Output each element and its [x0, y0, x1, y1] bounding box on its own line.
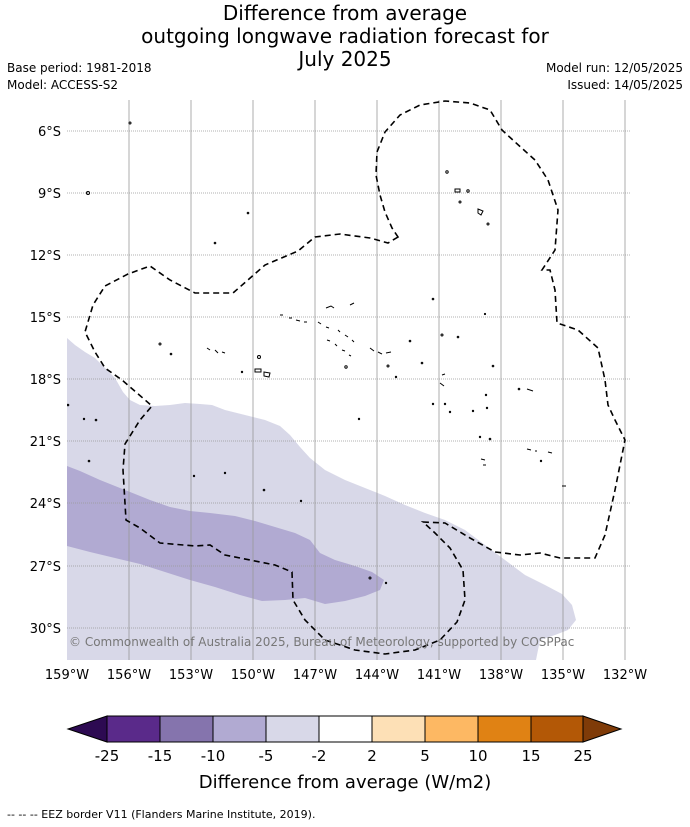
colorbar [66, 715, 623, 743]
colorbar-segment-4 [265, 715, 320, 743]
lat-label-15s: 15°S [30, 311, 61, 326]
anomaly-band-light-edge [67, 603, 110, 640]
colorbar-segment-8 [477, 715, 532, 743]
colorbar-tick-5: -2 [312, 747, 327, 765]
map-plot-area [67, 100, 630, 660]
lon-label-138w: 138°W [479, 668, 523, 683]
lon-label-150w: 150°W [231, 668, 275, 683]
colorbar-tick-1: -25 [95, 747, 120, 765]
colorbar-ticks: -25 -15 -10 -5 -2 2 5 10 15 25 [95, 747, 593, 765]
colorbar-label: Difference from average (W/m2) [199, 772, 491, 793]
colorbar-tick-10: 25 [573, 747, 592, 765]
colorbar-segment-1 [106, 715, 161, 743]
island-group [67, 121, 566, 585]
lon-labels: 159°W 156°W 153°W 150°W 147°W 144°W 141°… [45, 668, 647, 683]
model-run: Model run: 12/05/2025 [545, 61, 683, 75]
colorbar-tick-2: -15 [148, 747, 173, 765]
colorbar-segment-9 [530, 715, 584, 743]
lon-label-141w: 141°W [417, 668, 461, 683]
lon-label-135w: 135°W [541, 668, 585, 683]
colorbar-tick-4: -5 [259, 747, 274, 765]
colorbar-segment-6 [371, 715, 426, 743]
colorbar-tick-8: 10 [468, 747, 487, 765]
copyright-text: © Commonwealth of Australia 2025, Bureau… [69, 635, 574, 649]
lon-label-144w: 144°W [355, 668, 399, 683]
lon-label-159w: 159°W [45, 668, 89, 683]
colorbar-segment-3 [212, 715, 267, 743]
lon-label-132w: 132°W [603, 668, 647, 683]
eez-border-french-polynesia [84, 100, 626, 655]
anomaly-band-medium [67, 466, 384, 604]
eez-footnote: -- -- -- EEZ border V11 (Flanders Marine… [7, 808, 316, 821]
lon-label-156w: 156°W [107, 668, 151, 683]
lat-label-18s: 18°S [30, 373, 61, 388]
colorbar-tick-6: 2 [367, 747, 377, 765]
base-period: Base period: 1981-2018 [7, 61, 152, 75]
lat-label-27s: 27°S [30, 560, 61, 575]
title-line-3: July 2025 [298, 47, 392, 71]
lat-labels: 6°S 9°S 12°S 15°S 18°S 21°S 24°S 27°S 30… [30, 125, 61, 637]
colorbar-segment-5 [318, 715, 373, 743]
colorbar-high-extension [582, 715, 623, 743]
colorbar-segment-2 [159, 715, 214, 743]
lon-label-153w: 153°W [169, 668, 213, 683]
lon-label-147w: 147°W [293, 668, 337, 683]
lat-label-12s: 12°S [30, 249, 61, 264]
meta-left: Base period: 1981-2018 Model: ACCESS-S2 [7, 60, 152, 94]
lat-label-24s: 24°S [30, 497, 61, 512]
model-name: Model: ACCESS-S2 [7, 78, 119, 92]
lat-label-6s: 6°S [38, 125, 61, 140]
title-line-2: outgoing longwave radiation forecast for [141, 24, 549, 48]
colorbar-segment-7 [424, 715, 479, 743]
colorbar-tick-9: 15 [521, 747, 540, 765]
issued-date: Issued: 14/05/2025 [567, 78, 683, 92]
lat-label-9s: 9°S [38, 187, 61, 202]
colorbar-tick-7: 5 [420, 747, 430, 765]
title-line-1: Difference from average [222, 1, 468, 25]
colorbar-tick-3: -10 [201, 747, 226, 765]
colorbar-low-extension [66, 715, 108, 743]
meta-right: Model run: 12/05/2025 Issued: 14/05/2025 [546, 60, 683, 94]
lat-label-30s: 30°S [30, 622, 61, 637]
lat-label-21s: 21°S [30, 435, 61, 450]
map-title: Difference from average outgoing longwav… [0, 2, 690, 71]
